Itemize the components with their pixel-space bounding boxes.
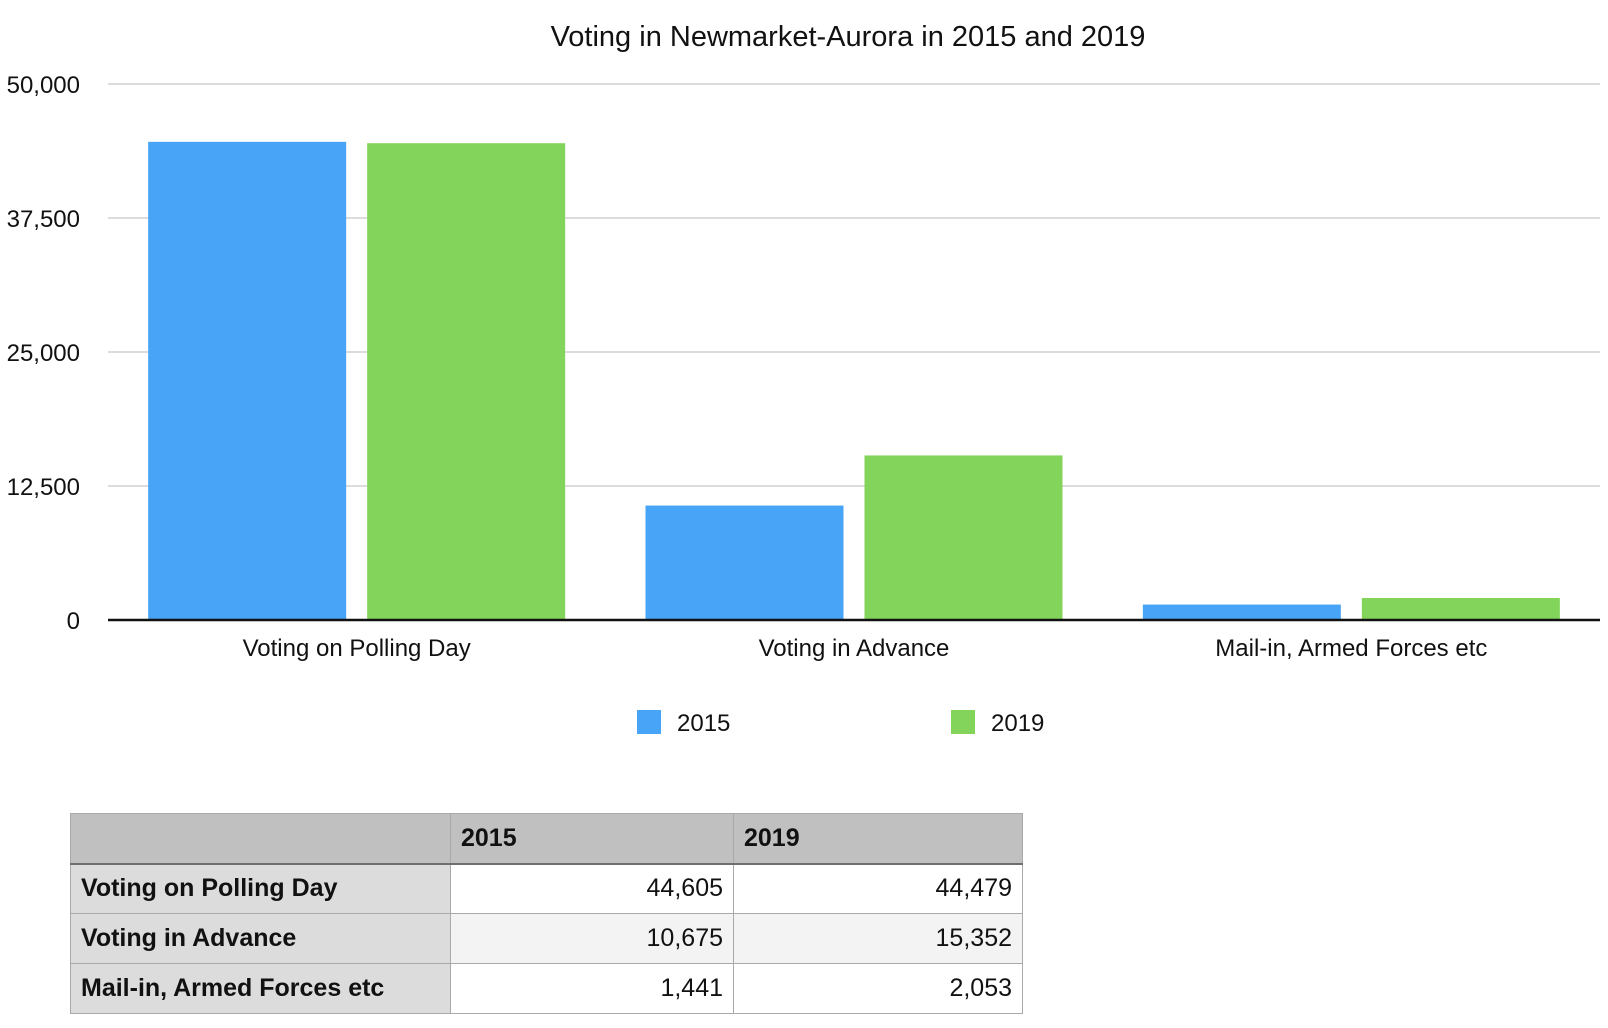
chart-title: Voting in Newmarket-Aurora in 2015 and 2…	[551, 21, 1146, 53]
cell-2019: 2,053	[733, 963, 1023, 1014]
bars	[148, 141, 1560, 620]
table-row: Mail-in, Armed Forces etc 1,441 2,053	[70, 963, 1023, 1014]
x-axis-labels: Voting on Polling Day Voting in Advance Ma…	[243, 635, 1488, 662]
row-label: Voting in Advance	[70, 913, 451, 964]
bar-2019	[864, 455, 1063, 620]
x-tick-label: Voting in Advance	[759, 635, 950, 662]
y-tick-label: 25,000	[7, 340, 80, 367]
cell-2015: 1,441	[450, 963, 734, 1014]
cell-2015: 44,605	[450, 863, 734, 914]
y-tick-label: 37,500	[7, 206, 80, 233]
row-label: Mail-in, Armed Forces etc	[70, 963, 451, 1014]
gridlines	[108, 83, 1600, 487]
bar-2015	[645, 505, 844, 620]
y-tick-label: 12,500	[7, 474, 80, 501]
bar-2019	[367, 143, 566, 620]
table-header-2019: 2019	[733, 813, 1023, 865]
bar-2015	[1142, 604, 1341, 620]
legend-label: 2019	[991, 710, 1044, 737]
table-header-corner	[70, 813, 451, 865]
y-axis-ticks: 0 12,500 25,000 37,500 50,000	[7, 72, 80, 635]
legend-swatch	[951, 710, 975, 734]
legend: 2015 2019	[637, 710, 1044, 737]
bar-2015	[148, 141, 347, 620]
data-table: 2015 2019 Voting on Polling Day 44,605 4…	[70, 813, 1023, 1014]
y-tick-label: 50,000	[7, 72, 80, 99]
cell-2015: 10,675	[450, 913, 734, 964]
cell-2019: 15,352	[733, 913, 1023, 964]
legend-label: 2015	[677, 710, 730, 737]
bar-chart: Voting in Newmarket-Aurora in 2015 and 2…	[7, 21, 1600, 737]
legend-swatch	[637, 710, 661, 734]
bar-2019	[1361, 597, 1560, 620]
row-label: Voting on Polling Day	[70, 863, 451, 914]
table-row: Voting on Polling Day 44,605 44,479	[70, 863, 1023, 914]
table-row: Voting in Advance 10,675 15,352	[70, 913, 1023, 964]
y-tick-label: 0	[67, 608, 80, 635]
x-tick-label: Voting on Polling Day	[243, 635, 471, 662]
x-tick-label: Mail-in, Armed Forces etc	[1215, 635, 1487, 662]
table-header-row: 2015 2019	[70, 813, 1023, 865]
table-header-2015: 2015	[450, 813, 734, 865]
cell-2019: 44,479	[733, 863, 1023, 914]
